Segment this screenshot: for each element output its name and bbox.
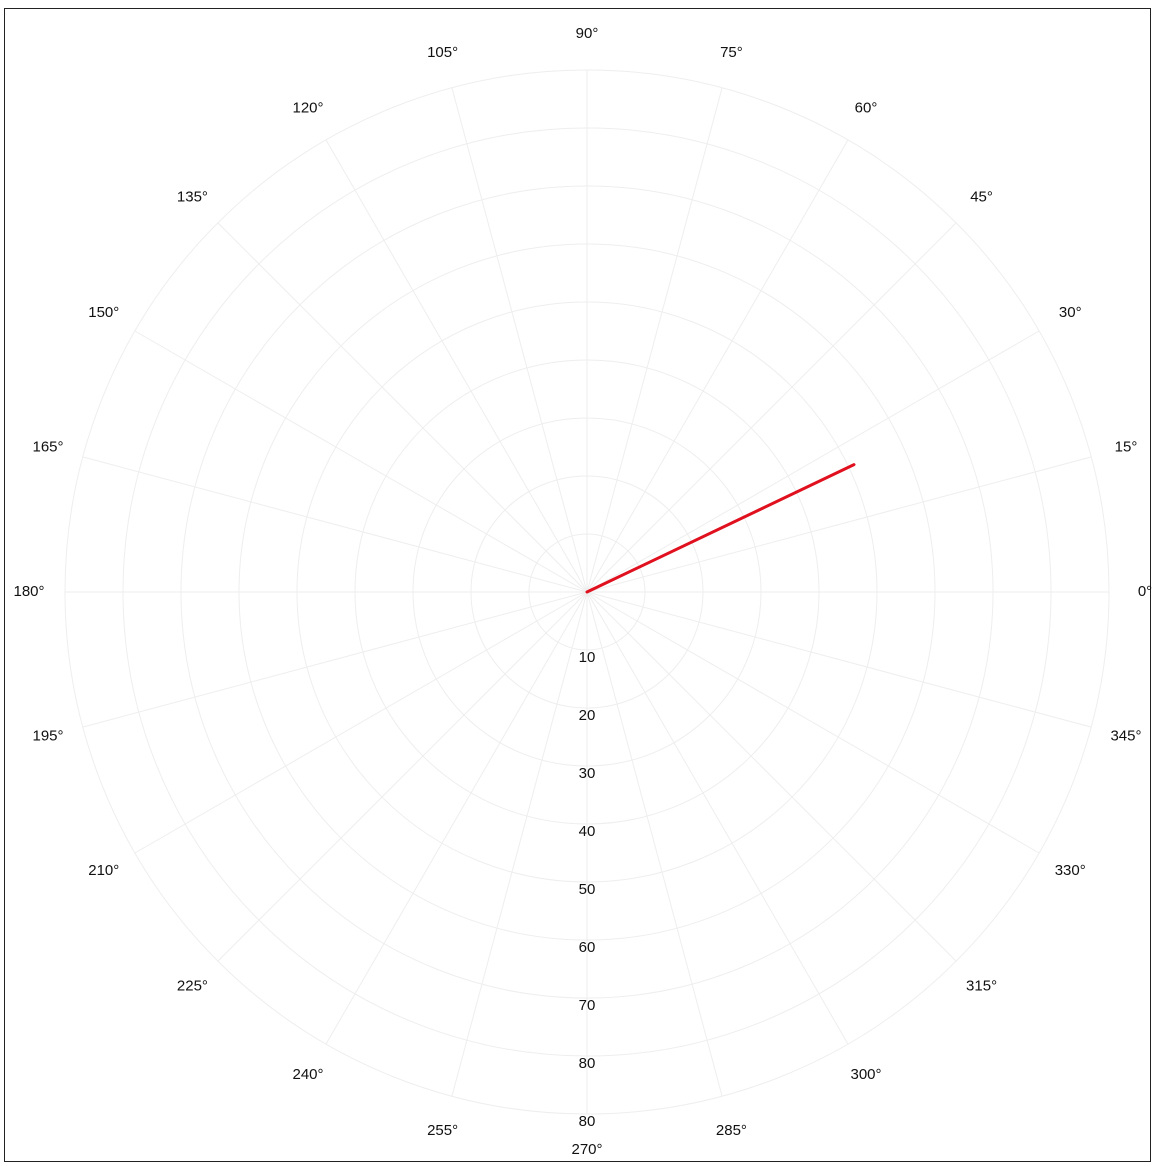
angle-tick-label: 30°: [1059, 304, 1082, 321]
angular-grid-line: [586, 591, 849, 1045]
radial-tick-label: 80: [579, 1055, 596, 1072]
angular-grid-line: [217, 591, 588, 962]
angle-tick-label: 180°: [13, 583, 44, 600]
angular-grid-line: [586, 139, 849, 593]
angular-grid-line: [451, 87, 588, 593]
angular-grid-line: [325, 591, 588, 1045]
angular-grid-line: [217, 222, 588, 593]
angular-grid: [65, 70, 1109, 1114]
angle-tick-label: 225°: [177, 978, 208, 995]
angle-tick-label: 210°: [88, 862, 119, 879]
radial-tick-label: 70: [579, 997, 596, 1014]
angle-tick-label: 165°: [32, 439, 63, 456]
angle-tick-labels: 0° 15° 30° 45° 60° 75° 90° 105° 120° 135° 150° 165°…: [13, 25, 1152, 1158]
radial-tick-label: 20: [579, 707, 596, 724]
radial-tick-label: 60: [579, 939, 596, 956]
angular-grid-line: [586, 87, 723, 593]
angular-grid-line: [586, 591, 957, 962]
series-line: [585, 463, 856, 594]
radial-tick-label: 10: [579, 649, 596, 666]
angle-tick-label: 195°: [32, 727, 63, 744]
angle-tick-label: 330°: [1055, 862, 1086, 879]
angular-grid-line: [134, 591, 588, 854]
angle-tick-label: 285°: [716, 1122, 747, 1139]
angle-tick-label: 90°: [576, 25, 599, 42]
angle-tick-label: 135°: [177, 188, 208, 205]
angle-tick-label: 105°: [427, 44, 458, 61]
angular-grid-line: [325, 139, 588, 593]
angular-grid-line: [82, 591, 588, 728]
radial-tick-label: 80: [579, 1113, 596, 1130]
angular-grid-line: [586, 591, 1092, 728]
angle-tick-label: 15°: [1115, 439, 1138, 456]
angular-grid-line: [586, 591, 723, 1097]
radial-tick-labels: 10 20 30 40 50 60 70 80 80: [579, 649, 596, 1130]
angle-tick-label: 300°: [850, 1066, 881, 1083]
radial-tick-label: 50: [579, 881, 596, 898]
angular-grid-line: [451, 591, 588, 1097]
angle-tick-label: 60°: [855, 100, 878, 117]
angle-tick-label: 75°: [720, 44, 743, 61]
angular-grid-line: [134, 330, 588, 593]
angle-tick-label: 45°: [970, 188, 993, 205]
angle-tick-label: 315°: [966, 978, 997, 995]
angular-grid-line: [586, 222, 957, 593]
angle-tick-label: 120°: [292, 100, 323, 117]
angular-grid-line: [586, 456, 1092, 593]
angular-grid-line: [586, 591, 1040, 854]
angle-tick-label: 0°: [1138, 583, 1152, 600]
angular-grid-line: [82, 456, 588, 593]
angle-tick-label: 240°: [292, 1066, 323, 1083]
data-series: [585, 463, 856, 594]
radial-tick-label: 30: [579, 765, 596, 782]
radial-tick-label: 40: [579, 823, 596, 840]
angular-grid-line: [586, 330, 1040, 593]
angle-tick-label: 270°: [571, 1141, 602, 1158]
angle-tick-label: 150°: [88, 304, 119, 321]
angle-tick-label: 255°: [427, 1122, 458, 1139]
chart-frame: [4, 8, 1151, 1162]
angle-tick-label: 345°: [1110, 727, 1141, 744]
